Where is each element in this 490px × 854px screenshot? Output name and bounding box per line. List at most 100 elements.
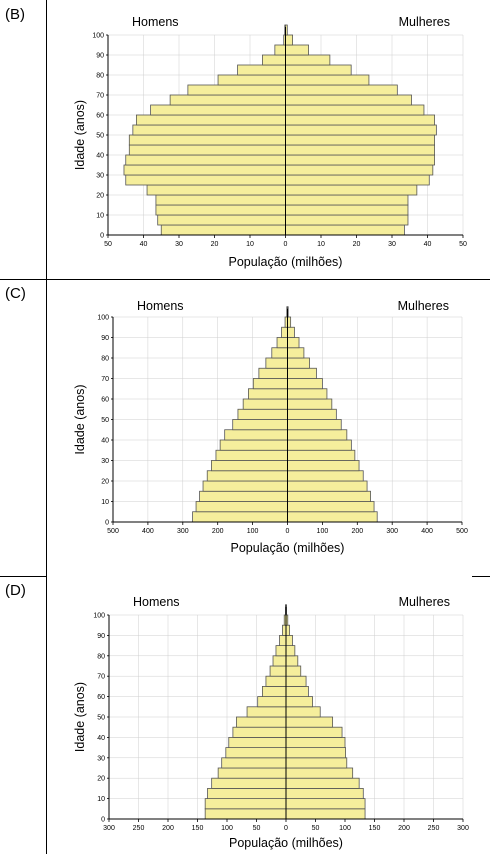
right-series-title: Mulheres [399, 15, 450, 29]
bar-mulheres-5-9 [285, 798, 366, 810]
bar-mulheres-50-54 [285, 706, 321, 718]
right-series-title: Mulheres [398, 299, 449, 313]
bar-homens-15-19 [211, 777, 287, 789]
bar-homens-25-29 [211, 460, 288, 472]
bar-mulheres-80-84 [285, 645, 296, 657]
bar-mulheres-70-74 [285, 665, 302, 677]
bar-mulheres-85-89 [285, 54, 331, 66]
y-tick-label: 60 [96, 113, 104, 120]
y-tick-label: 30 [97, 755, 105, 762]
bar-homens-10-14 [199, 490, 288, 502]
bar-mulheres-80-84 [287, 347, 305, 359]
x-tick-label: 20 [353, 241, 361, 248]
bar-homens-55-59 [135, 114, 286, 126]
bar-mulheres-0-4 [285, 224, 405, 236]
bar-mulheres-5-9 [287, 501, 375, 513]
bar-homens-45-49 [232, 419, 288, 431]
x-tick-label: 500 [456, 528, 468, 535]
y-tick-label: 20 [101, 479, 109, 486]
bar-mulheres-60-64 [285, 686, 309, 698]
bar-homens-75-79 [217, 74, 286, 86]
bar-mulheres-75-79 [285, 74, 370, 86]
x-tick-label: 0 [284, 241, 288, 248]
x-tick-label: 200 [398, 825, 410, 832]
y-tick-label: 80 [97, 653, 105, 660]
bar-mulheres-65-69 [285, 675, 307, 687]
bar-homens-80-84 [271, 347, 288, 359]
x-tick-label: 0 [284, 825, 288, 832]
y-tick-label: 10 [101, 499, 109, 506]
bar-mulheres-90-94 [287, 326, 295, 338]
bar-homens-5-9 [204, 798, 287, 810]
bar-mulheres-25-29 [285, 174, 430, 186]
bar-mulheres-45-49 [285, 716, 334, 728]
bar-mulheres-90-94 [285, 44, 309, 56]
x-tick-label: 50 [253, 825, 261, 832]
bar-mulheres-35-39 [287, 439, 352, 451]
x-tick-label: 50 [312, 825, 320, 832]
left-series-title: Homens [133, 595, 180, 609]
bar-mulheres-85-89 [285, 635, 293, 647]
y-tick-label: 70 [97, 674, 105, 681]
bar-homens-70-74 [258, 367, 288, 379]
bar-mulheres-60-64 [285, 104, 425, 116]
bar-homens-35-39 [228, 736, 287, 748]
bar-mulheres-30-34 [287, 449, 356, 461]
bar-homens-90-94 [274, 44, 286, 56]
x-axis-label: População (milhões) [229, 836, 343, 850]
bar-mulheres-20-24 [287, 470, 364, 482]
bar-homens-65-69 [169, 94, 286, 106]
y-tick-label: 40 [101, 438, 109, 445]
bar-mulheres-30-34 [285, 164, 434, 176]
bar-homens-40-44 [224, 429, 288, 441]
x-tick-label: 300 [177, 528, 189, 535]
bar-homens-25-29 [221, 757, 287, 769]
x-tick-label: 100 [247, 528, 259, 535]
bar-mulheres-5-9 [285, 214, 409, 226]
bar-homens-45-49 [236, 716, 287, 728]
x-tick-label: 500 [107, 528, 119, 535]
bar-homens-85-89 [276, 337, 288, 349]
bar-mulheres-15-19 [285, 777, 360, 789]
bar-mulheres-40-44 [285, 144, 436, 156]
bar-homens-20-24 [206, 470, 288, 482]
y-tick-label: 0 [100, 233, 104, 240]
frame-divider-b-c [0, 279, 490, 280]
bar-mulheres-85-89 [287, 337, 300, 349]
bar-homens-80-84 [237, 64, 286, 76]
bar-mulheres-55-59 [287, 398, 333, 410]
y-tick-label: 0 [101, 817, 105, 824]
bar-mulheres-55-59 [285, 114, 436, 126]
y-tick-label: 30 [96, 173, 104, 180]
panel-label-d: (D) [5, 582, 26, 599]
y-axis-label: Idade (anos) [73, 384, 87, 454]
bar-homens-0-4 [204, 808, 287, 820]
y-tick-label: 80 [101, 356, 109, 363]
bar-homens-15-19 [155, 194, 286, 206]
x-tick-label: 250 [133, 825, 145, 832]
y-tick-label: 80 [96, 73, 104, 80]
population-pyramid-c: 500 400 300 200 100 0 100 200 300 400 500010203040… [73, 299, 468, 555]
frame-divider-c-d [0, 576, 46, 577]
x-tick-label: 30 [388, 241, 396, 248]
y-tick-label: 50 [97, 715, 105, 722]
bar-mulheres-40-44 [285, 726, 343, 738]
bar-mulheres-55-59 [285, 696, 313, 708]
bar-mulheres-10-14 [285, 787, 364, 799]
y-axis-label: Idade (anos) [73, 100, 87, 170]
bar-mulheres-65-69 [285, 94, 412, 106]
bar-mulheres-10-14 [287, 490, 371, 502]
bar-homens-55-59 [257, 696, 287, 708]
y-tick-label: 100 [97, 315, 109, 322]
bar-mulheres-40-44 [287, 429, 348, 441]
bar-homens-0-4 [192, 511, 288, 523]
bar-homens-65-69 [265, 675, 287, 687]
x-tick-label: 50 [104, 241, 112, 248]
bar-homens-75-79 [272, 655, 287, 667]
x-tick-label: 250 [428, 825, 440, 832]
bar-homens-40-44 [232, 726, 287, 738]
x-tick-label: 300 [457, 825, 469, 832]
bar-mulheres-35-39 [285, 736, 346, 748]
bar-homens-5-9 [157, 214, 286, 226]
panel-label-b: (B) [5, 6, 25, 23]
